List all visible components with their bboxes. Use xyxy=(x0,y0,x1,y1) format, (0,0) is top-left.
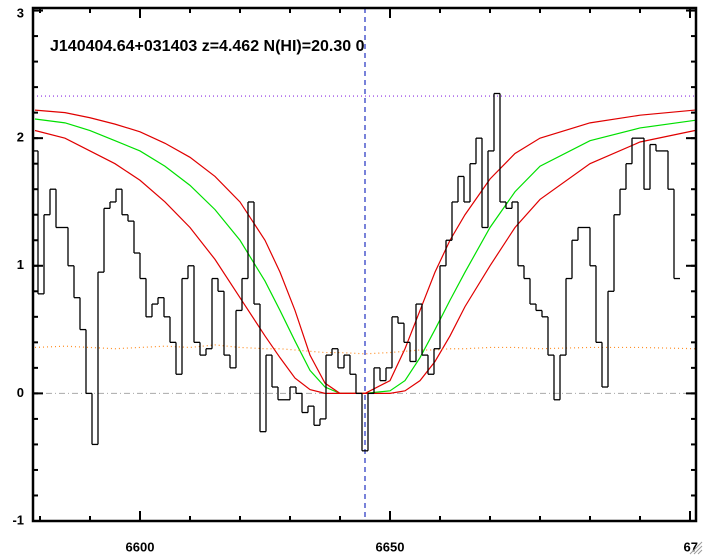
resize-grip xyxy=(689,541,703,555)
frame xyxy=(31,6,698,523)
x-tick-label: 6650 xyxy=(376,539,405,554)
model-curve xyxy=(34,118,696,394)
plot-area xyxy=(33,8,696,521)
model-curve xyxy=(34,109,696,394)
model-curve xyxy=(34,129,696,394)
axes: 6600 6650 67 -1 0 1 2 3 xyxy=(12,5,703,555)
x-tick-label: 67 xyxy=(684,539,698,554)
model-curve xyxy=(34,344,696,355)
step-connector xyxy=(37,93,675,451)
resize-grip xyxy=(697,549,703,555)
y-tick-label: -1 xyxy=(12,512,24,527)
y-tick-label: 3 xyxy=(17,5,24,20)
y-tick-label: 1 xyxy=(17,257,24,272)
chart-title: J140404.64+031403 z=4.462 N(HI)=20.30 0 xyxy=(50,38,365,55)
y-tick-label: 0 xyxy=(17,385,24,400)
y-tick-label: 2 xyxy=(17,130,24,145)
resize-grip xyxy=(693,545,703,555)
x-tick-label: 6600 xyxy=(126,539,155,554)
